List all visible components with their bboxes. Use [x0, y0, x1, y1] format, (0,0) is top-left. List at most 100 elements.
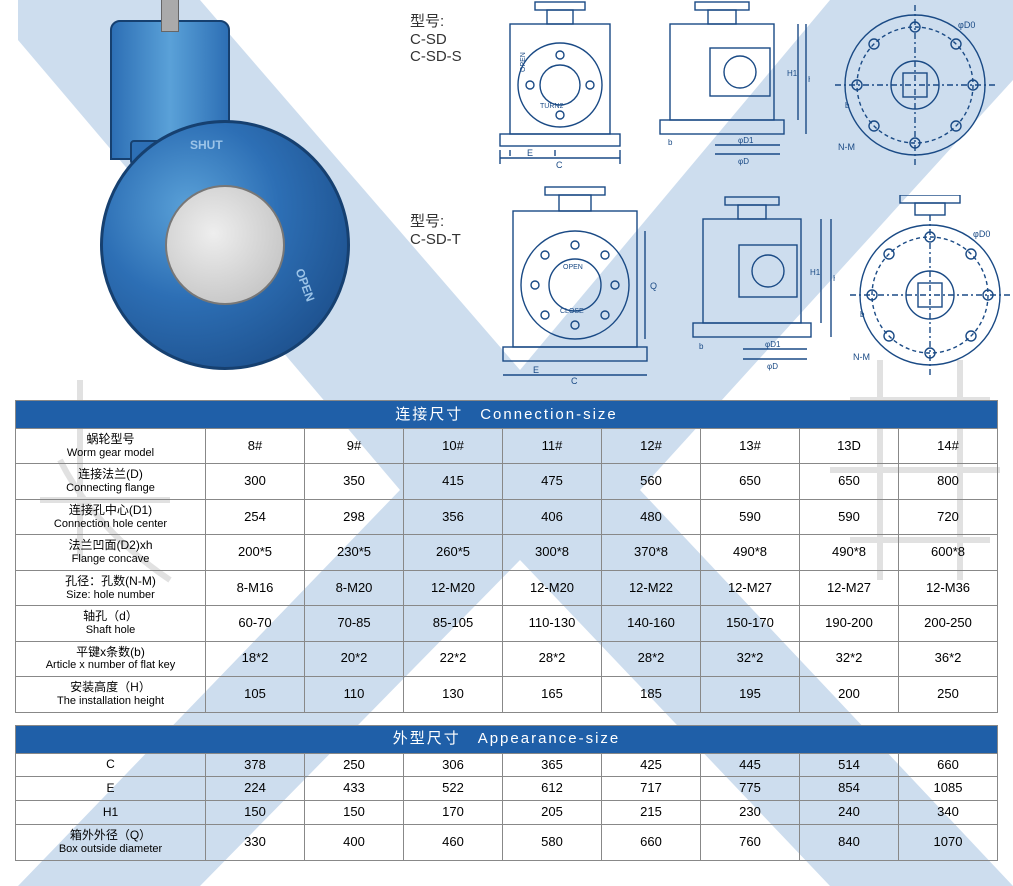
drawing-csdt-side: φD1 φD H1 H b — [685, 195, 835, 375]
model-label-cn-2: 型号: — [410, 213, 444, 230]
table-cell: 720 — [899, 499, 998, 534]
table-cell: 12-M20 — [404, 570, 503, 605]
table-cell: 490*8 — [800, 535, 899, 570]
svg-text:C: C — [556, 160, 563, 170]
table-cell: 650 — [701, 464, 800, 499]
table-cell: 650 — [800, 464, 899, 499]
table-cell: 522 — [404, 777, 503, 801]
svg-text:N-M: N-M — [838, 142, 855, 152]
svg-text:N-M: N-M — [853, 352, 870, 362]
table-cell: 32*2 — [701, 641, 800, 676]
label-en: The installation height — [18, 695, 203, 708]
svg-text:OPEN: OPEN — [563, 264, 583, 271]
svg-text:E: E — [527, 148, 533, 158]
table-row: 平键x条数(b)Article x number of flat key18*2… — [16, 641, 998, 676]
table-cell: 300 — [206, 464, 305, 499]
table-cell: 254 — [206, 499, 305, 534]
table-cell: 356 — [404, 499, 503, 534]
table-cell: 250 — [305, 753, 404, 777]
table2-row-label: E — [16, 777, 206, 801]
table-cell: 378 — [206, 753, 305, 777]
label-en: Connecting flange — [18, 482, 203, 495]
table1-row-label: 平键x条数(b)Article x number of flat key — [16, 641, 206, 676]
table-cell: 200 — [800, 677, 899, 712]
table-row: C378250306365425445514660 — [16, 753, 998, 777]
label-cn: E — [18, 782, 203, 796]
table-cell: 433 — [305, 777, 404, 801]
table-cell: 170 — [404, 801, 503, 825]
table-cell: 240 — [800, 801, 899, 825]
table-cell: 85-105 — [404, 606, 503, 641]
table-cell: 660 — [602, 825, 701, 860]
table-cell: 165 — [503, 677, 602, 712]
table1-row-label: 蜗轮型号Worm gear model — [16, 429, 206, 464]
label-cn: 轴孔（d） — [18, 610, 203, 624]
table-cell: 775 — [701, 777, 800, 801]
table1-header: 连接尺寸 Connection-size — [16, 401, 998, 429]
table-row: 蜗轮型号Worm gear model8#9#10#11#12#13#13D14… — [16, 429, 998, 464]
svg-text:E: E — [533, 365, 539, 375]
table-cell: 13# — [701, 429, 800, 464]
table-cell: 12# — [602, 429, 701, 464]
label-cn: 法兰凹面(D2)xh — [18, 539, 203, 553]
label-cn: 孔径：孔数(N-M) — [18, 575, 203, 589]
table-cell: 200-250 — [899, 606, 998, 641]
label-en: Connection hole center — [18, 518, 203, 531]
table-cell: 195 — [701, 677, 800, 712]
drawing-csd-front: C E TURN2 OPEN — [485, 0, 635, 170]
table-cell: 350 — [305, 464, 404, 499]
svg-text:Q: Q — [650, 281, 657, 291]
table-cell: 150 — [305, 801, 404, 825]
table-cell: 185 — [602, 677, 701, 712]
table2-header: 外型尺寸 Appearance-size — [16, 725, 998, 753]
table-cell: 130 — [404, 677, 503, 712]
table-cell: 12-M27 — [701, 570, 800, 605]
marking-shut: SHUT — [190, 138, 223, 152]
table-cell: 480 — [602, 499, 701, 534]
table-cell: 12-M22 — [602, 570, 701, 605]
table-row: 法兰凹面(D2)xhFlange concave200*5230*5260*53… — [16, 535, 998, 570]
table-cell: 205 — [503, 801, 602, 825]
table-cell: 1070 — [899, 825, 998, 860]
label-cn: 连接法兰(D) — [18, 468, 203, 482]
label-cn: 连接孔中心(D1) — [18, 504, 203, 518]
model-label-cn: 型号: — [410, 13, 444, 30]
table-cell: 110 — [305, 677, 404, 712]
table-cell: 580 — [503, 825, 602, 860]
label-en: Size: hole number — [18, 589, 203, 602]
table-cell: 406 — [503, 499, 602, 534]
table-row: E2244335226127177758541085 — [16, 777, 998, 801]
model-csd-t: C-SD-T — [410, 231, 461, 248]
table1-row-label: 轴孔（d）Shaft hole — [16, 606, 206, 641]
model-label-2: 型号: C-SD-T — [410, 210, 461, 248]
table1-row-label: 安装高度（H）The installation height — [16, 677, 206, 712]
svg-text:OPEN: OPEN — [520, 52, 527, 72]
model-csd-s: C-SD-S — [410, 48, 462, 65]
table-cell: 560 — [602, 464, 701, 499]
table-row: 安装高度（H）The installation height1051101301… — [16, 677, 998, 712]
svg-text:H1: H1 — [810, 268, 821, 277]
table-cell: 800 — [899, 464, 998, 499]
table-cell: 230*5 — [305, 535, 404, 570]
svg-text:φD0: φD0 — [958, 20, 975, 30]
svg-text:H1: H1 — [787, 69, 798, 78]
label-cn: C — [18, 758, 203, 772]
label-cn: 安装高度（H） — [18, 681, 203, 695]
table-cell: 590 — [701, 499, 800, 534]
table2-row-label: C — [16, 753, 206, 777]
table-cell: 250 — [899, 677, 998, 712]
svg-text:TURN2: TURN2 — [540, 103, 563, 110]
drawing-csd-flange: φD0 N-M b — [830, 0, 1000, 170]
table-cell: 8-M20 — [305, 570, 404, 605]
table-cell: 10# — [404, 429, 503, 464]
table-cell: 1085 — [899, 777, 998, 801]
table1-row-label: 连接法兰(D)Connecting flange — [16, 464, 206, 499]
table-row: 轴孔（d）Shaft hole60-7070-8585-105110-13014… — [16, 606, 998, 641]
label-cn: 箱外外径（Q） — [18, 829, 203, 843]
table-cell: 140-160 — [602, 606, 701, 641]
svg-text:CLOSE: CLOSE — [560, 308, 584, 315]
table-cell: 28*2 — [503, 641, 602, 676]
table-cell: 70-85 — [305, 606, 404, 641]
product-photo: SHUT OPEN — [30, 10, 400, 390]
table-row: H1150150170205215230240340 — [16, 801, 998, 825]
